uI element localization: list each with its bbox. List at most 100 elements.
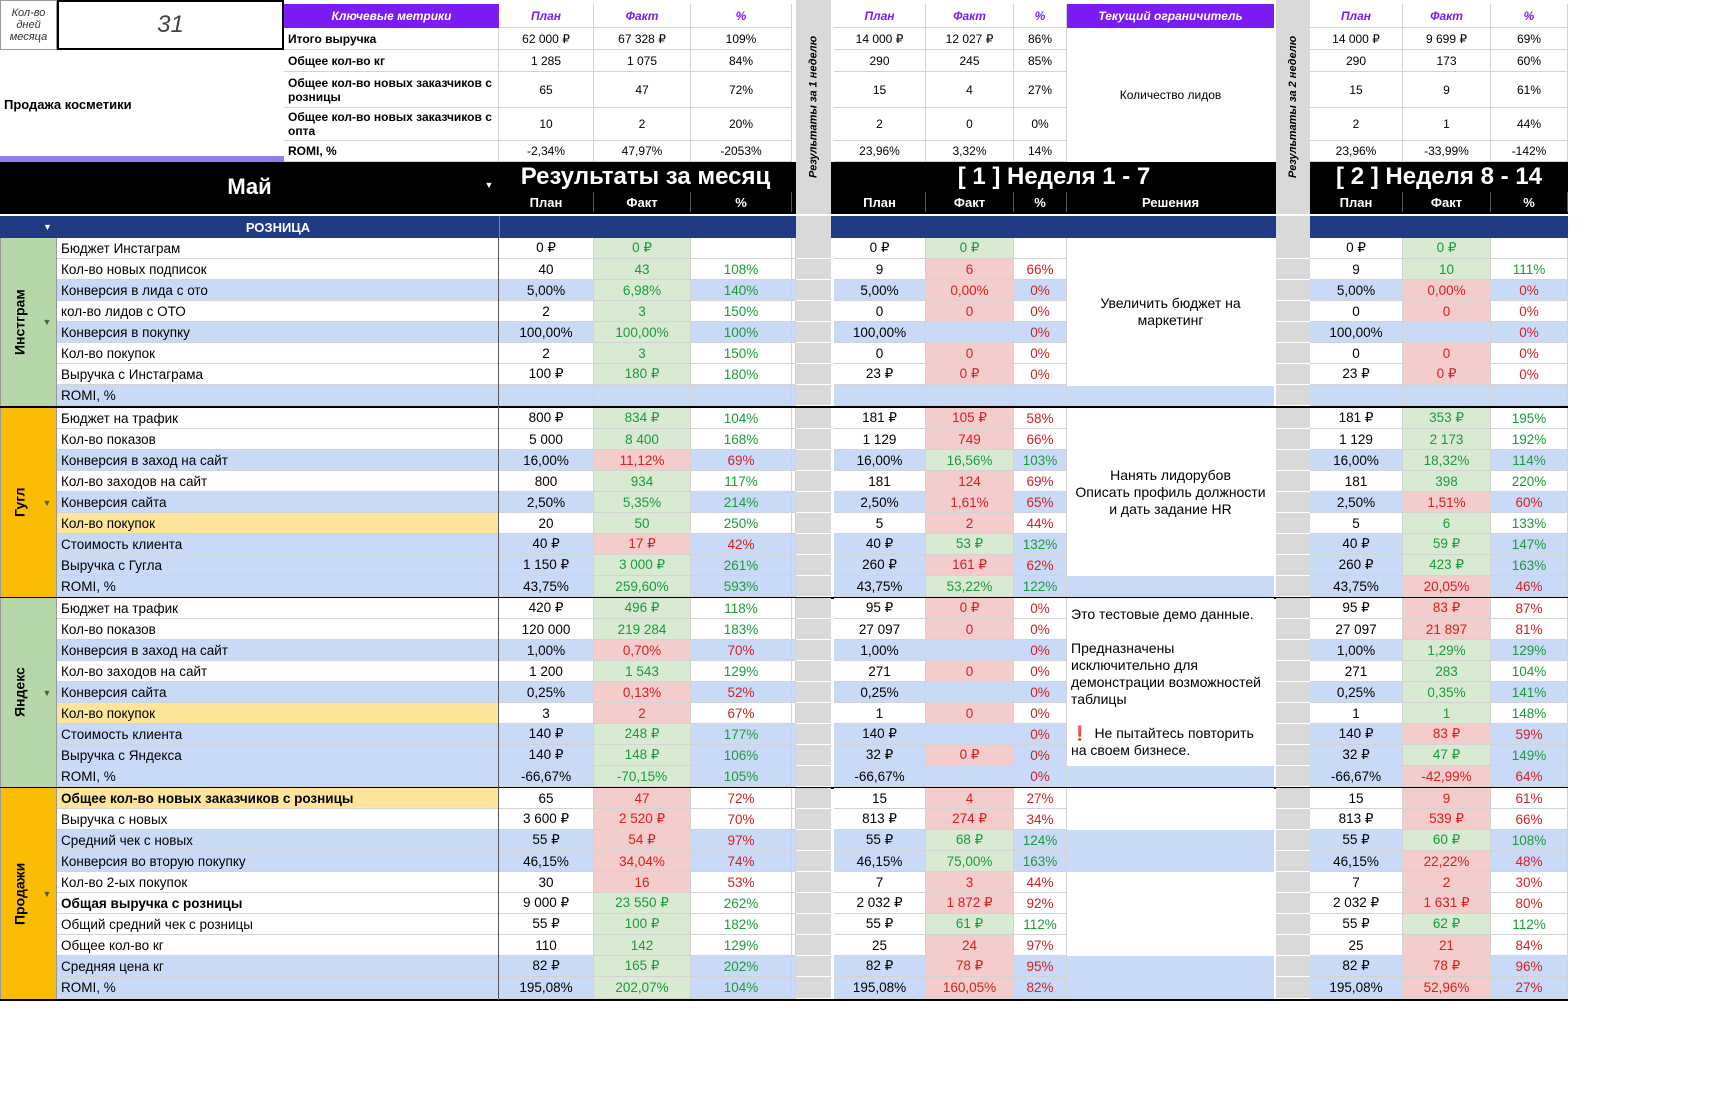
- percent-cell: 0%: [1014, 364, 1067, 385]
- percent-cell: 59%: [1491, 724, 1568, 745]
- plan-cell: 65: [499, 788, 594, 809]
- fact-cell: 23 550 ₽: [594, 893, 691, 914]
- metric-row-label: ROMI, %: [57, 385, 499, 406]
- gutter-1-cell: [796, 259, 831, 280]
- spacer-cell: [792, 301, 796, 322]
- metric-row-label: Стоимость клиента: [57, 724, 499, 745]
- fact-cell: [926, 322, 1014, 343]
- percent-cell: 106%: [691, 745, 792, 766]
- plan-cell: 1 129: [834, 429, 926, 450]
- plan-cell: -66,67%: [1310, 766, 1403, 787]
- fact-cell: 165 ₽: [594, 956, 691, 977]
- spacer-cell: [792, 703, 796, 724]
- key-metric-value: 1: [1403, 108, 1491, 141]
- percent-cell: 0%: [1491, 301, 1568, 322]
- decision-bg: [1067, 914, 1274, 935]
- metric-row-label: Конверсия в покупку: [57, 322, 499, 343]
- plan-cell: 1,00%: [834, 640, 926, 661]
- spacer-cell: [792, 513, 796, 534]
- spacer-cell: [792, 492, 796, 513]
- percent-cell: 105%: [691, 766, 792, 787]
- percent-cell: 62%: [1014, 555, 1067, 576]
- plan-cell: 23 ₽: [1310, 364, 1403, 385]
- fact-cell: 0 ₽: [1403, 238, 1491, 259]
- percent-cell: 593%: [691, 576, 792, 597]
- percent-cell: 87%: [1491, 598, 1568, 619]
- month-dropdown-icon[interactable]: ▼: [484, 180, 494, 190]
- metric-row-label: Кол-во заходов на сайт: [57, 471, 499, 492]
- gutter-1-cell: [796, 977, 831, 999]
- key-metric-value: 10: [499, 108, 594, 141]
- decision-text[interactable]: Нанять лидорубов Описать профиль должнос…: [1067, 408, 1274, 576]
- spacer-cell: [792, 809, 796, 830]
- fact-cell: [926, 640, 1014, 661]
- key-metric-value: -33,99%: [1403, 141, 1491, 162]
- key-metric-label: Общее кол-во новых заказчиков с опта: [284, 108, 499, 141]
- fact-cell: 6: [1403, 513, 1491, 534]
- fact-cell: 105 ₽: [926, 408, 1014, 429]
- spacer-cell: [792, 661, 796, 682]
- percent-cell: 132%: [1014, 534, 1067, 555]
- fact-cell: [1403, 322, 1491, 343]
- fact-cell: 180 ₽: [594, 364, 691, 385]
- group-collapse-1[interactable]: ▼: [38, 408, 57, 597]
- banner-right: [1310, 162, 1568, 214]
- fact-cell: [1403, 385, 1491, 406]
- metric-row-label: Конверсия в лида с ото: [57, 280, 499, 301]
- group-collapse-2[interactable]: ▼: [38, 598, 57, 787]
- fact-cell: 0 ₽: [1403, 364, 1491, 385]
- decision-text[interactable]: Увеличить бюджет на маркетинг: [1067, 238, 1274, 386]
- days-count-value[interactable]: 31: [57, 0, 284, 50]
- gutter-2-cell: [1276, 724, 1310, 745]
- fact-cell: 353 ₽: [1403, 408, 1491, 429]
- section-collapse-icon[interactable]: ▼: [43, 222, 52, 232]
- fact-cell: 22,22%: [1403, 851, 1491, 872]
- metric-col-header-fact: Факт: [594, 4, 691, 28]
- percent-cell: 104%: [691, 977, 792, 999]
- limiter-value[interactable]: Количество лидов: [1119, 88, 1222, 102]
- percent-cell: 0%: [1491, 322, 1568, 343]
- fact-cell: 59 ₽: [1403, 534, 1491, 555]
- key-metric-value: 20%: [691, 108, 792, 141]
- key-metric-label: Итого выручка: [284, 28, 499, 50]
- fact-cell: 0: [926, 619, 1014, 640]
- percent-cell: [1491, 238, 1568, 259]
- plan-cell: 100,00%: [499, 322, 594, 343]
- plan-cell: 9: [1310, 259, 1403, 280]
- gutter-2-cell: [1276, 830, 1310, 851]
- metric-row-label: Кол-во покупок: [57, 703, 499, 724]
- section-gutter-2: [1276, 216, 1310, 238]
- plan-cell: -66,67%: [834, 766, 926, 787]
- plan-cell: 2,50%: [1310, 492, 1403, 513]
- percent-cell: 72%: [691, 788, 792, 809]
- week1-col-header-pct: %: [1014, 4, 1067, 28]
- m-banner-col-pct: %: [691, 192, 792, 212]
- fact-cell: 0: [1403, 343, 1491, 364]
- percent-cell: 168%: [691, 429, 792, 450]
- fact-cell: 749: [926, 429, 1014, 450]
- plan-cell: 95 ₽: [1310, 598, 1403, 619]
- fact-cell: 54 ₽: [594, 830, 691, 851]
- month-title: Май: [227, 174, 272, 199]
- fact-cell: 47 ₽: [1403, 745, 1491, 766]
- metric-row-label: Общее кол-во новых заказчиков с розницы: [57, 788, 499, 809]
- fact-cell: 2: [594, 703, 691, 724]
- group-collapse-3[interactable]: ▼: [38, 788, 57, 999]
- metric-row-label: Выручка с Гугла: [57, 555, 499, 576]
- group-collapse-0[interactable]: ▼: [38, 238, 57, 406]
- plan-cell: 55 ₽: [834, 914, 926, 935]
- group-label-3: Продажи: [0, 788, 38, 999]
- key-metric-value: 9: [1403, 72, 1491, 108]
- plan-cell: 32 ₽: [834, 745, 926, 766]
- plan-cell: 140 ₽: [499, 724, 594, 745]
- fact-cell: 62 ₽: [1403, 914, 1491, 935]
- w2-banner-col-fact: Факт: [1403, 192, 1491, 212]
- key-metric-value: 0%: [1014, 108, 1067, 141]
- plan-cell: 23 ₽: [834, 364, 926, 385]
- fact-cell: [926, 766, 1014, 787]
- plan-cell: 27 097: [834, 619, 926, 640]
- gutter-1-cell: [796, 788, 831, 809]
- week2-title: [ 2 ] Неделя 8 - 14: [1336, 163, 1542, 190]
- key-metric-value: 9 699 ₽: [1403, 28, 1491, 50]
- plan-cell: 2: [499, 343, 594, 364]
